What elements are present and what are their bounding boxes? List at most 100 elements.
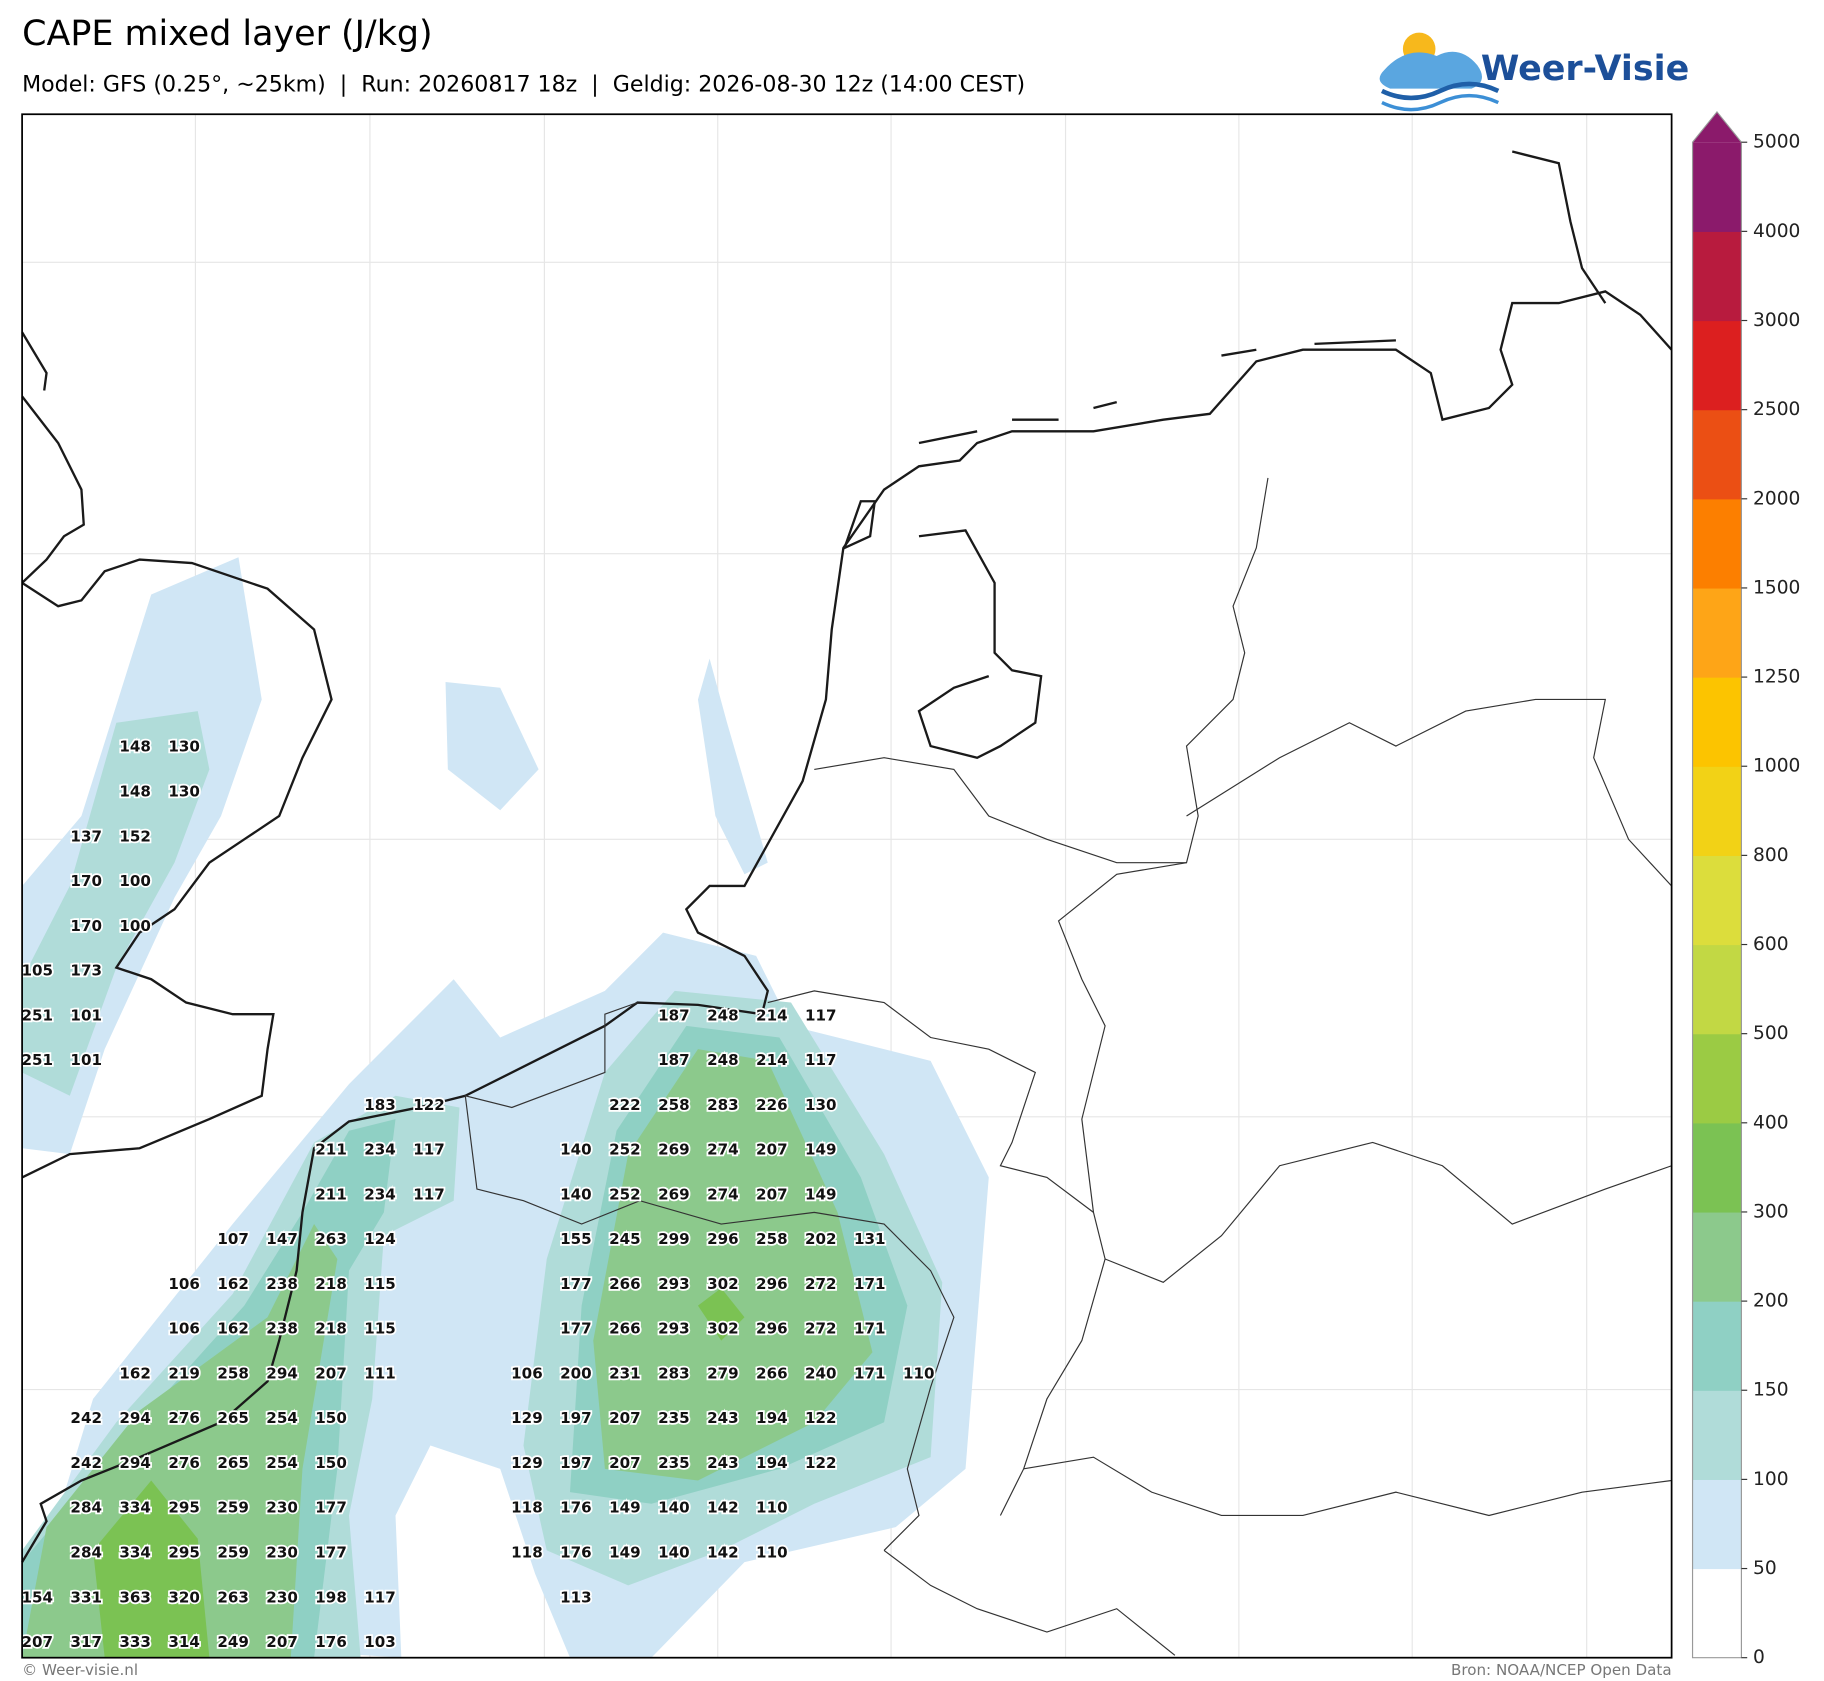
colorbar: 0 50 100 150 200 300 400 500 600 800 1000 1250 1500 2… (1691, 110, 1800, 1668)
value-labels: 148 130 148 130 137 152 170 100 170 100 105 173 251 1… (20, 736, 937, 1653)
value-label: 177 (560, 1275, 592, 1293)
value-label: 107 (217, 1230, 249, 1248)
value-label: 110 (903, 1364, 935, 1382)
value-label: 266 (609, 1275, 641, 1293)
value-label: 106 (168, 1320, 200, 1338)
value-label: 130 (168, 782, 200, 800)
value-label: 302 (707, 1275, 739, 1293)
value-label: 235 (658, 1454, 690, 1472)
value-label: 252 (609, 1141, 641, 1159)
value-label: 130 (805, 1096, 837, 1114)
value-label: 214 (756, 1006, 788, 1024)
value-label: 147 (266, 1230, 298, 1248)
value-label: 140 (560, 1141, 592, 1159)
value-label: 258 (217, 1364, 249, 1382)
colorbar-tick-label: 1250 (1753, 667, 1800, 688)
value-label: 170 (70, 917, 102, 935)
value-label: 111 (364, 1364, 396, 1382)
value-label: 173 (70, 962, 102, 980)
colorbar-tick-label: 500 (1753, 1023, 1789, 1044)
value-label: 283 (707, 1096, 739, 1114)
colorbar-tick-label: 3000 (1753, 310, 1800, 331)
colorbar-tick-label: 100 (1753, 1469, 1789, 1490)
value-label: 148 (119, 738, 151, 756)
value-label: 117 (805, 1006, 837, 1024)
colorbar-band (1692, 1479, 1742, 1570)
value-label: 272 (805, 1320, 837, 1338)
value-label: 162 (119, 1364, 151, 1382)
value-label: 334 (119, 1543, 151, 1561)
logo: Weer-Visie (1379, 32, 1689, 112)
value-label: 251 (21, 1006, 53, 1024)
value-label: 279 (707, 1364, 739, 1382)
value-label: 207 (756, 1141, 788, 1159)
colorbar-tick-label: 1500 (1753, 577, 1800, 598)
value-label: 272 (805, 1275, 837, 1293)
colorbar-outline (1691, 110, 1742, 1659)
value-label: 234 (364, 1141, 396, 1159)
borders (464, 477, 1673, 1656)
colorbar-tick-label: 800 (1753, 845, 1789, 866)
value-label: 259 (217, 1499, 249, 1517)
title: CAPE mixed layer (J/kg) (22, 14, 433, 54)
value-label: 263 (217, 1588, 249, 1606)
value-label: 115 (364, 1320, 396, 1338)
colorbar-band (1692, 231, 1742, 322)
value-label: 117 (413, 1185, 445, 1203)
colorbar-band (1692, 587, 1742, 678)
value-label: 230 (266, 1499, 298, 1517)
value-label: 110 (756, 1543, 788, 1561)
colorbar-tick-label: 150 (1753, 1380, 1789, 1401)
value-label: 117 (805, 1051, 837, 1069)
value-label: 276 (168, 1454, 200, 1472)
value-label: 140 (560, 1185, 592, 1203)
value-label: 122 (413, 1096, 445, 1114)
value-label: 162 (217, 1275, 249, 1293)
colorbar-band (1692, 766, 1742, 856)
value-label: 117 (413, 1141, 445, 1159)
value-label: 152 (119, 827, 151, 845)
value-label: 334 (119, 1499, 151, 1517)
value-label: 142 (707, 1543, 739, 1561)
value-label: 105 (21, 962, 53, 980)
value-label: 230 (266, 1543, 298, 1561)
colorbar-tick-label: 200 (1753, 1291, 1789, 1312)
value-label: 171 (854, 1320, 886, 1338)
value-label: 254 (266, 1409, 298, 1427)
value-label: 242 (70, 1409, 102, 1427)
value-label: 118 (511, 1499, 543, 1517)
value-label: 259 (217, 1543, 249, 1561)
value-label: 177 (315, 1499, 347, 1517)
value-label: 207 (315, 1364, 347, 1382)
value-label: 124 (364, 1230, 396, 1248)
value-label: 363 (119, 1588, 151, 1606)
value-label: 302 (707, 1320, 739, 1338)
value-label: 115 (364, 1275, 396, 1293)
value-label: 317 (70, 1633, 102, 1651)
value-label: 150 (315, 1409, 347, 1427)
map: 148 130 148 130 137 152 170 100 170 100 105 173 251 1… (20, 113, 1673, 1659)
value-label: 294 (119, 1409, 151, 1427)
value-label: 177 (315, 1543, 347, 1561)
value-label: 252 (609, 1185, 641, 1203)
value-label: 234 (364, 1185, 396, 1203)
value-label: 149 (805, 1141, 837, 1159)
value-label: 176 (315, 1633, 347, 1651)
colorbar-tick-label: 50 (1753, 1558, 1777, 1579)
value-label: 194 (756, 1409, 788, 1427)
value-label: 122 (805, 1454, 837, 1472)
value-label: 106 (168, 1275, 200, 1293)
value-label: 331 (70, 1588, 102, 1606)
value-label: 274 (707, 1185, 739, 1203)
value-label: 266 (609, 1320, 641, 1338)
value-label: 137 (70, 827, 102, 845)
value-label: 258 (756, 1230, 788, 1248)
colorbar-band (1692, 944, 1742, 1035)
subtitle: Model: GFS (0.25°, ~25km) | Run: 2026081… (22, 72, 1025, 98)
colorbar-band (1692, 1122, 1742, 1213)
value-label: 100 (119, 872, 151, 890)
source: Bron: NOAA/NCEP Open Data (1451, 1661, 1672, 1679)
value-label: 238 (266, 1275, 298, 1293)
graticule (22, 114, 1672, 1658)
